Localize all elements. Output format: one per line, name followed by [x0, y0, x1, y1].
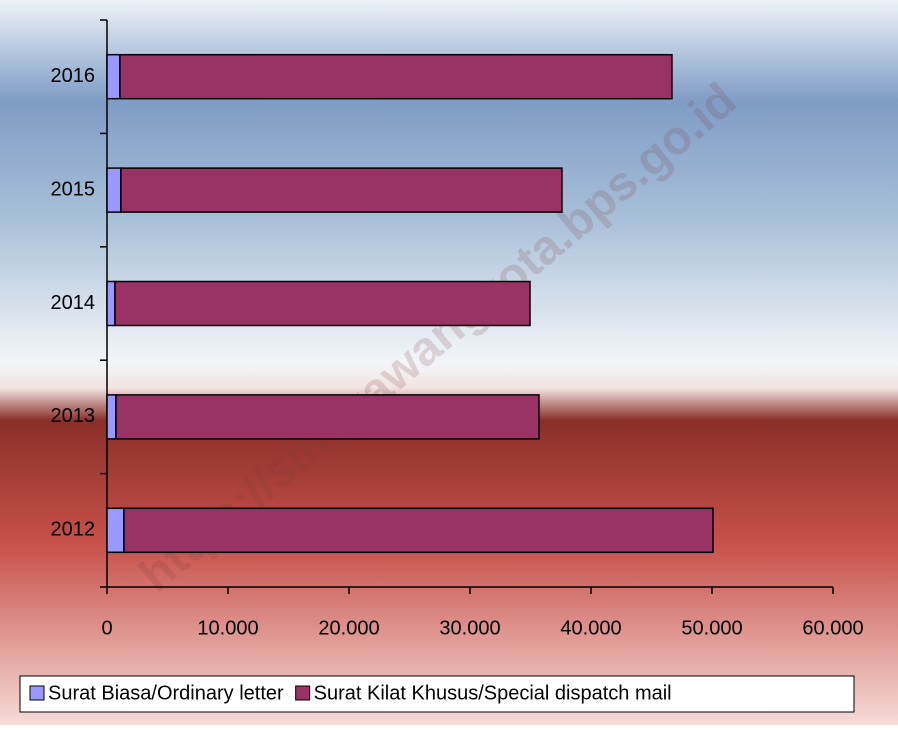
legend-box	[19, 675, 855, 713]
legend-swatch	[295, 685, 311, 701]
bar-segment	[115, 394, 540, 440]
x-tick-label: 20.000	[318, 617, 379, 639]
y-tick-label: 2012	[51, 519, 96, 541]
y-tick-label: 2015	[51, 178, 96, 200]
y-tick-label: 2016	[51, 65, 96, 87]
x-tick-label: 0	[101, 617, 112, 639]
bar-segment	[120, 167, 563, 213]
bar-segment	[119, 53, 673, 100]
bar-segment	[106, 394, 117, 440]
legend-label: Surat Biasa/Ordinary letter	[48, 682, 284, 704]
legend-swatch	[29, 685, 45, 701]
legend-label: Surat Kilat Khusus/Special dispatch mail	[314, 682, 672, 704]
bar-segment	[106, 280, 116, 327]
x-tick-label: 50.000	[681, 617, 742, 639]
x-tick-label: 40.000	[560, 617, 621, 639]
bar-segment	[114, 280, 531, 327]
bar-segment	[106, 507, 125, 554]
bar-segment	[106, 167, 122, 213]
x-tick-label: 60.000	[802, 617, 863, 639]
y-tick-label: 2013	[51, 405, 96, 427]
bar-segment	[106, 53, 121, 100]
x-tick-label: 10.000	[197, 617, 258, 639]
x-tick-label: 30.000	[439, 617, 500, 639]
y-tick-label: 2014	[51, 292, 96, 314]
plot-area: 0 10.000 20.000 30.000 40.000 50.000 60.000 201…	[51, 19, 864, 639]
bar-segment	[123, 507, 714, 554]
